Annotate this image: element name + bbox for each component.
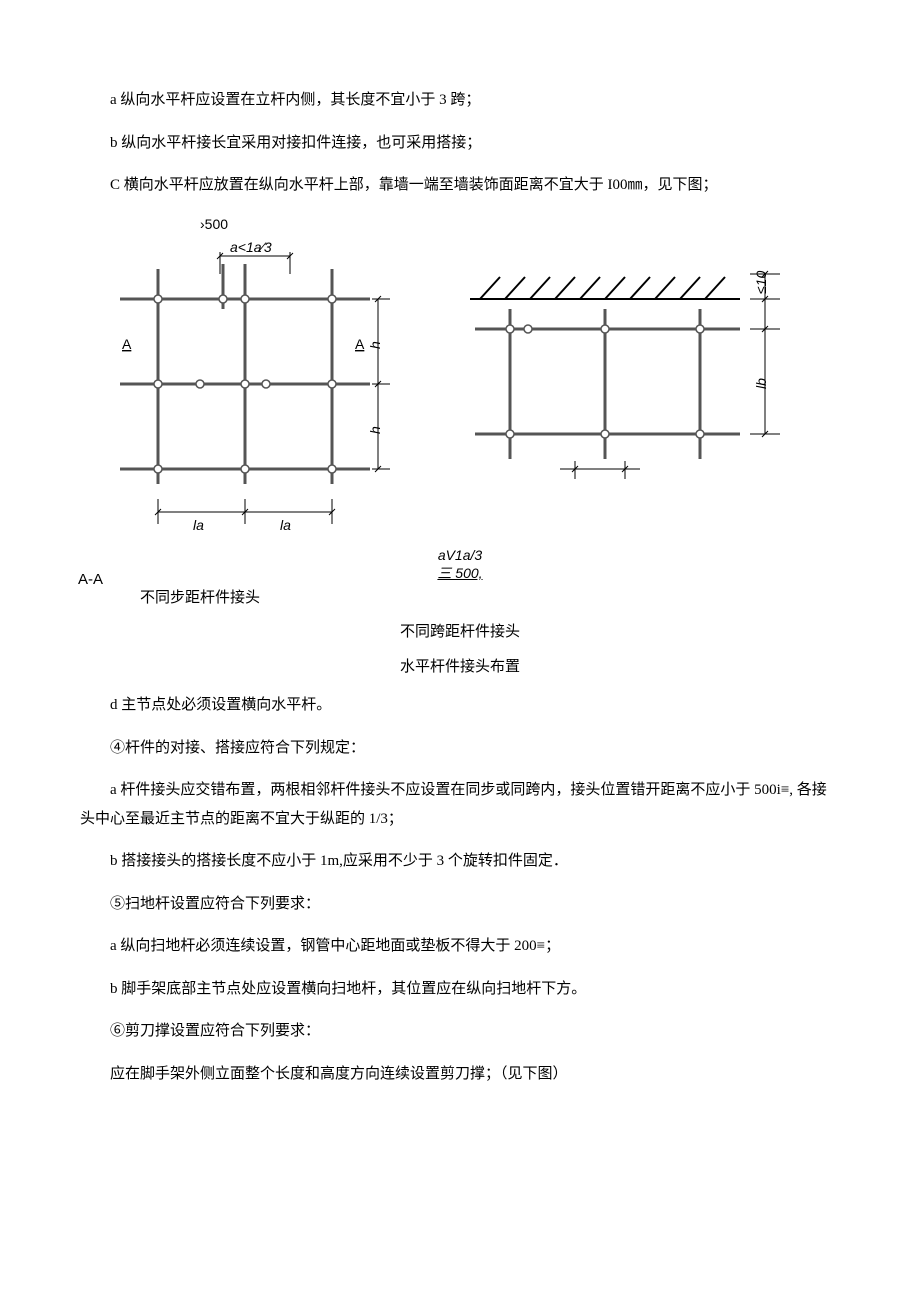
diagram-right: ≤10 lb bbox=[440, 269, 800, 519]
dim-la-2: la bbox=[280, 517, 291, 533]
dim-top-500: ›500 bbox=[200, 216, 228, 232]
paragraph-5b: b 脚手架底部主节点处应设置横向扫地杆，其位置应在纵向扫地杆下方。 bbox=[80, 975, 840, 1004]
dim-lb: lb bbox=[753, 377, 769, 388]
diagram-left-svg: ›500 a<1a⁄3 bbox=[80, 214, 410, 544]
paragraph-5: ⑤扫地杆设置应符合下列要求： bbox=[80, 890, 840, 919]
diagram-right-svg: ≤10 lb bbox=[440, 269, 800, 519]
paragraph-b: b 纵向水平杆接长宜采用对接扣件连接，也可采用搭接； bbox=[80, 129, 840, 158]
figure-captions: aV1a/3 三 500, A-A 不同步距杆件接头 不同跨距杆件接头 水平杆件… bbox=[80, 546, 840, 682]
formula-line-2: 三 500, bbox=[80, 564, 840, 582]
label-A-left: A bbox=[122, 336, 132, 352]
dim-la-1: la bbox=[193, 517, 204, 533]
subtitle-center-2: 水平杆件接头布置 bbox=[80, 653, 840, 682]
label-aa: A-A bbox=[78, 566, 103, 595]
label-A-right: A bbox=[355, 336, 365, 352]
paragraph-5a: a 纵向扫地杆必须连续设置，钢管中心距地面或垫板不得大于 200≡； bbox=[80, 932, 840, 961]
paragraph-c: C 横向水平杆应放置在纵向水平杆上部，靠墙一端至墙装饰面距离不宜大于 I00㎜，… bbox=[80, 171, 840, 200]
diagram-left: ›500 a<1a⁄3 bbox=[80, 214, 410, 544]
paragraph-6a: 应在脚手架外侧立面整个长度和高度方向连续设置剪刀撑；（见下图） bbox=[80, 1060, 840, 1089]
paragraph-4b: b 搭接接头的搭接长度不应小于 1m,应采用不少于 3 个旋转扣件固定． bbox=[80, 847, 840, 876]
dim-h-lower: h bbox=[367, 426, 383, 434]
subtitle-left: 不同步距杆件接头 bbox=[140, 584, 840, 613]
paragraph-4a: a 杆件接头应交错布置，两根相邻杆件接头不应设置在同步或同跨内，接头位置错开距离… bbox=[80, 776, 840, 833]
formula-line-1: aV1a/3 bbox=[80, 546, 840, 564]
dim-h-upper: h bbox=[367, 341, 383, 349]
dim-a: a<1a⁄3 bbox=[230, 239, 272, 255]
subtitle-center-1: 不同跨距杆件接头 bbox=[80, 618, 840, 647]
paragraph-a: a 纵向水平杆应设置在立杆内侧，其长度不宜小于 3 跨； bbox=[80, 86, 840, 115]
paragraph-4: ④杆件的对接、搭接应符合下列规定： bbox=[80, 734, 840, 763]
paragraph-d: d 主节点处必须设置横向水平杆。 bbox=[80, 691, 840, 720]
paragraph-6: ⑥剪刀撑设置应符合下列要求： bbox=[80, 1017, 840, 1046]
figure-row: ›500 a<1a⁄3 bbox=[80, 214, 840, 544]
